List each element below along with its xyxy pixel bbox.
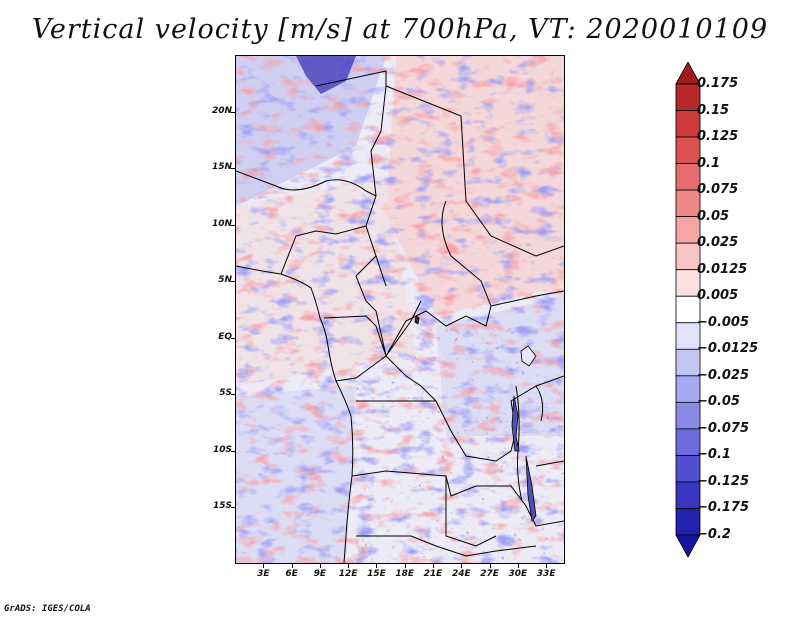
colorbar-label: 0.075 <box>697 182 739 198</box>
lon-label-3e: 3E <box>257 569 270 579</box>
lat-tick <box>231 281 235 283</box>
lon-label-9e: 9E <box>313 569 327 579</box>
lon-tick <box>376 564 378 568</box>
lon-tick <box>404 564 406 568</box>
colorbar-band <box>675 295 701 324</box>
colorbar-label: −0.025 <box>697 367 750 383</box>
colorbar-label: −0.075 <box>697 420 750 436</box>
lon-tick <box>263 564 265 568</box>
colorbar-label: −0.125 <box>697 473 750 489</box>
lat-label-10s: 10S <box>212 444 232 455</box>
colorbar-band <box>675 375 701 403</box>
lon-label-21e: 21E <box>423 569 443 579</box>
colorbar-band <box>675 189 701 218</box>
lat-tick <box>231 450 235 452</box>
map-title: Vertical velocity [m/s] at 700hPa, VT: 2… <box>31 14 769 45</box>
lat-tick <box>231 168 235 170</box>
lat-label-5n: 5N <box>218 275 232 286</box>
colorbar-label: −0.005 <box>697 314 750 330</box>
colorbar-label: −0.2 <box>697 527 731 542</box>
colorbar-band <box>675 428 701 456</box>
colorbar-band <box>675 481 701 509</box>
lat-label-20n: 20N <box>211 105 232 116</box>
colorbar-label: 0.0125 <box>697 261 748 277</box>
colorbar-band <box>675 136 701 164</box>
colorbar-band <box>675 216 701 244</box>
colorbar-band <box>675 110 701 138</box>
colorbar-label: −0.1 <box>697 447 731 463</box>
lat-tick <box>231 224 235 226</box>
colorbar-label: −0.0125 <box>697 341 759 357</box>
lat-label-15s: 15S <box>212 501 232 512</box>
lat-tick <box>231 337 235 339</box>
colorbar-band <box>675 455 701 483</box>
lon-tick <box>461 564 463 568</box>
lon-label-15e: 15E <box>367 569 386 579</box>
lon-label-24e: 24E <box>451 569 471 579</box>
lat-tick <box>231 507 235 509</box>
lat-label-15n: 15N <box>211 162 232 173</box>
grads-credit: GrADS: IGES/COLA <box>4 604 91 614</box>
lon-tick <box>546 564 548 568</box>
lon-tick <box>291 564 293 568</box>
lon-label-33e: 33E <box>536 569 556 579</box>
lat-tick <box>231 394 235 396</box>
colorbar-band <box>675 83 701 111</box>
lat-label-eq: EQ <box>218 331 232 342</box>
colorbar-label: 0.005 <box>697 288 739 304</box>
lat-label-10n: 10N <box>211 218 232 229</box>
lon-label-18e: 18E <box>395 569 415 579</box>
lon-tick <box>348 564 350 568</box>
lon-tick <box>489 564 491 568</box>
colorbar-label: 0.025 <box>697 235 739 251</box>
lon-label-27e: 27E <box>480 569 499 579</box>
map-plot-area <box>235 55 565 564</box>
lon-label-30e: 30E <box>508 569 528 579</box>
lon-label-6e: 6E <box>285 569 298 579</box>
lon-label-12e: 12E <box>338 569 358 579</box>
colorbar-band <box>675 401 701 430</box>
colorbar-label: −0.175 <box>697 500 750 516</box>
velocity-field-map <box>236 56 564 563</box>
colorbar-label: 0.125 <box>697 129 739 145</box>
colorbar-band <box>675 322 701 350</box>
lon-tick <box>319 564 321 568</box>
lat-tick <box>231 111 235 113</box>
colorbar-label: 0.175 <box>697 76 739 91</box>
lon-tick <box>433 564 434 568</box>
colorbar-min-arrow <box>675 534 701 558</box>
colorbar-label: 0.15 <box>697 102 730 118</box>
colorbar-label: −0.05 <box>697 394 740 410</box>
colorbar <box>675 62 701 558</box>
lon-tick <box>517 564 519 568</box>
colorbar-label: 0.05 <box>697 208 730 224</box>
colorbar-label: 0.1 <box>697 155 721 171</box>
lat-label-5s: 5S <box>219 388 232 399</box>
